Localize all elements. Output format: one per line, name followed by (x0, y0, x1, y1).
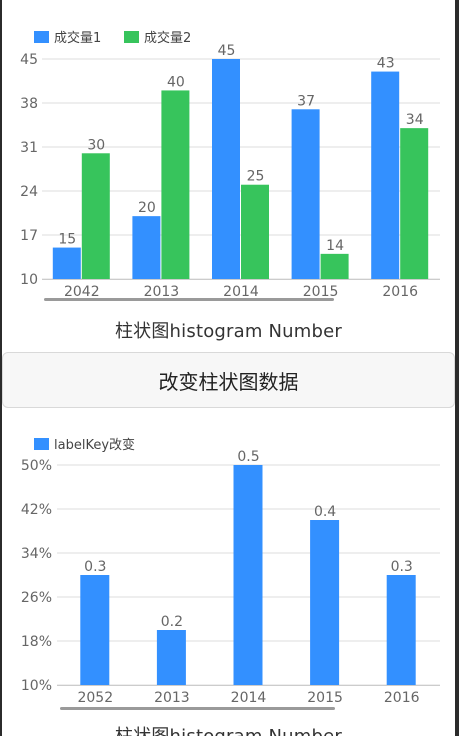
chart2-x-tick-label: 2015 (307, 690, 343, 706)
chart2-y-tick-label: 34% (21, 546, 52, 562)
chart1-y-tick-label: 24 (20, 184, 38, 200)
chart2-data-label: 0.4 (314, 504, 336, 520)
chart1-data-label: 20 (138, 200, 156, 216)
chart2-data-label: 0.5 (237, 449, 259, 465)
chart2-bar (310, 520, 340, 685)
chart1-data-label: 34 (406, 112, 424, 128)
chart1-y-tick-label: 45 (20, 52, 38, 68)
chart2-data-label: 0.2 (161, 614, 183, 630)
chart1-y-tick-label: 38 (20, 96, 38, 112)
chart1-x-tick-label: 2015 (303, 284, 339, 300)
chart1-caption: 柱状图histogram Number (114, 321, 343, 342)
chart1-bar (400, 128, 429, 279)
chart2-data-label: 0.3 (84, 559, 106, 575)
chart1-bar (81, 153, 110, 279)
chart1-data-label: 15 (58, 232, 76, 248)
chart2-y-tick-label: 50% (21, 458, 52, 474)
chart1-scrollbar (44, 298, 334, 301)
chart1-bar (161, 90, 190, 279)
chart2-data-label: 0.3 (391, 559, 413, 575)
chart2-legend-swatch-1 (34, 438, 49, 450)
chart1-bar (241, 184, 269, 279)
chart1-x-tick-label: 2014 (223, 284, 259, 300)
bar-chart-2: labelKey改变 10% 18% 26% 34% 42% 50% 0.3 2052 0.2 20… (21, 437, 440, 710)
change-chart-data-button[interactable]: 改变柱状图数据 (2, 352, 455, 408)
chart1-y-tick-label: 17 (20, 228, 38, 244)
chart1-data-label: 30 (87, 137, 105, 153)
chart1-legend-swatch-2 (124, 31, 139, 43)
chart2-y-tick-label: 10% (21, 678, 52, 694)
chart2-bar (80, 575, 110, 685)
chart1-x-tick-label: 2013 (144, 284, 180, 300)
chart2-legend-label-1: labelKey改变 (54, 437, 135, 453)
chart2-bar (233, 465, 263, 685)
chart1-data-label: 45 (218, 43, 236, 59)
chart1-bar (291, 109, 320, 280)
chart1-x-tick-label: 2016 (382, 284, 418, 300)
chart1-data-label: 43 (377, 56, 395, 72)
chart2-y-tick-label: 42% (21, 502, 52, 518)
chart2-y-tick-label: 26% (21, 590, 52, 606)
chart2-x-tick-label: 2014 (231, 690, 267, 706)
chart1-y-tick-label: 10 (20, 272, 38, 288)
chart1-legend-label-2: 成交量2 (144, 30, 191, 46)
chart1-data-label: 25 (247, 169, 265, 185)
chart2-x-tick-label: 2016 (384, 690, 420, 706)
chart2-bar (386, 575, 416, 685)
chart2-x-tick-label: 2052 (77, 690, 113, 706)
chart1-legend-swatch-1 (34, 31, 49, 43)
chart1-y-tick-label: 31 (20, 140, 38, 156)
chart1-bar (52, 247, 81, 279)
chart1-bar (371, 71, 400, 279)
chart2-x-tick-label: 2013 (154, 690, 190, 706)
chart1-bar (320, 253, 349, 279)
chart2-scrollbar (60, 707, 335, 710)
chart1-bar (132, 216, 161, 279)
chart1-x-tick-label: 2042 (64, 284, 100, 300)
chart2-caption: 柱状图histogram Number (2, 722, 455, 736)
chart2-y-tick-label: 18% (21, 634, 52, 650)
chart1-bar (212, 59, 240, 279)
bar-chart-1: 成交量1 成交量2 10 17 24 31 38 45 15 30 2042 20 40 2013 45 25… (20, 30, 440, 301)
chart1-data-label: 37 (297, 93, 315, 109)
chart1-data-label: 14 (326, 238, 344, 254)
chart1-legend-label-1: 成交量1 (54, 30, 101, 46)
chart1-data-label: 40 (167, 74, 185, 90)
chart2-bar (156, 630, 186, 685)
